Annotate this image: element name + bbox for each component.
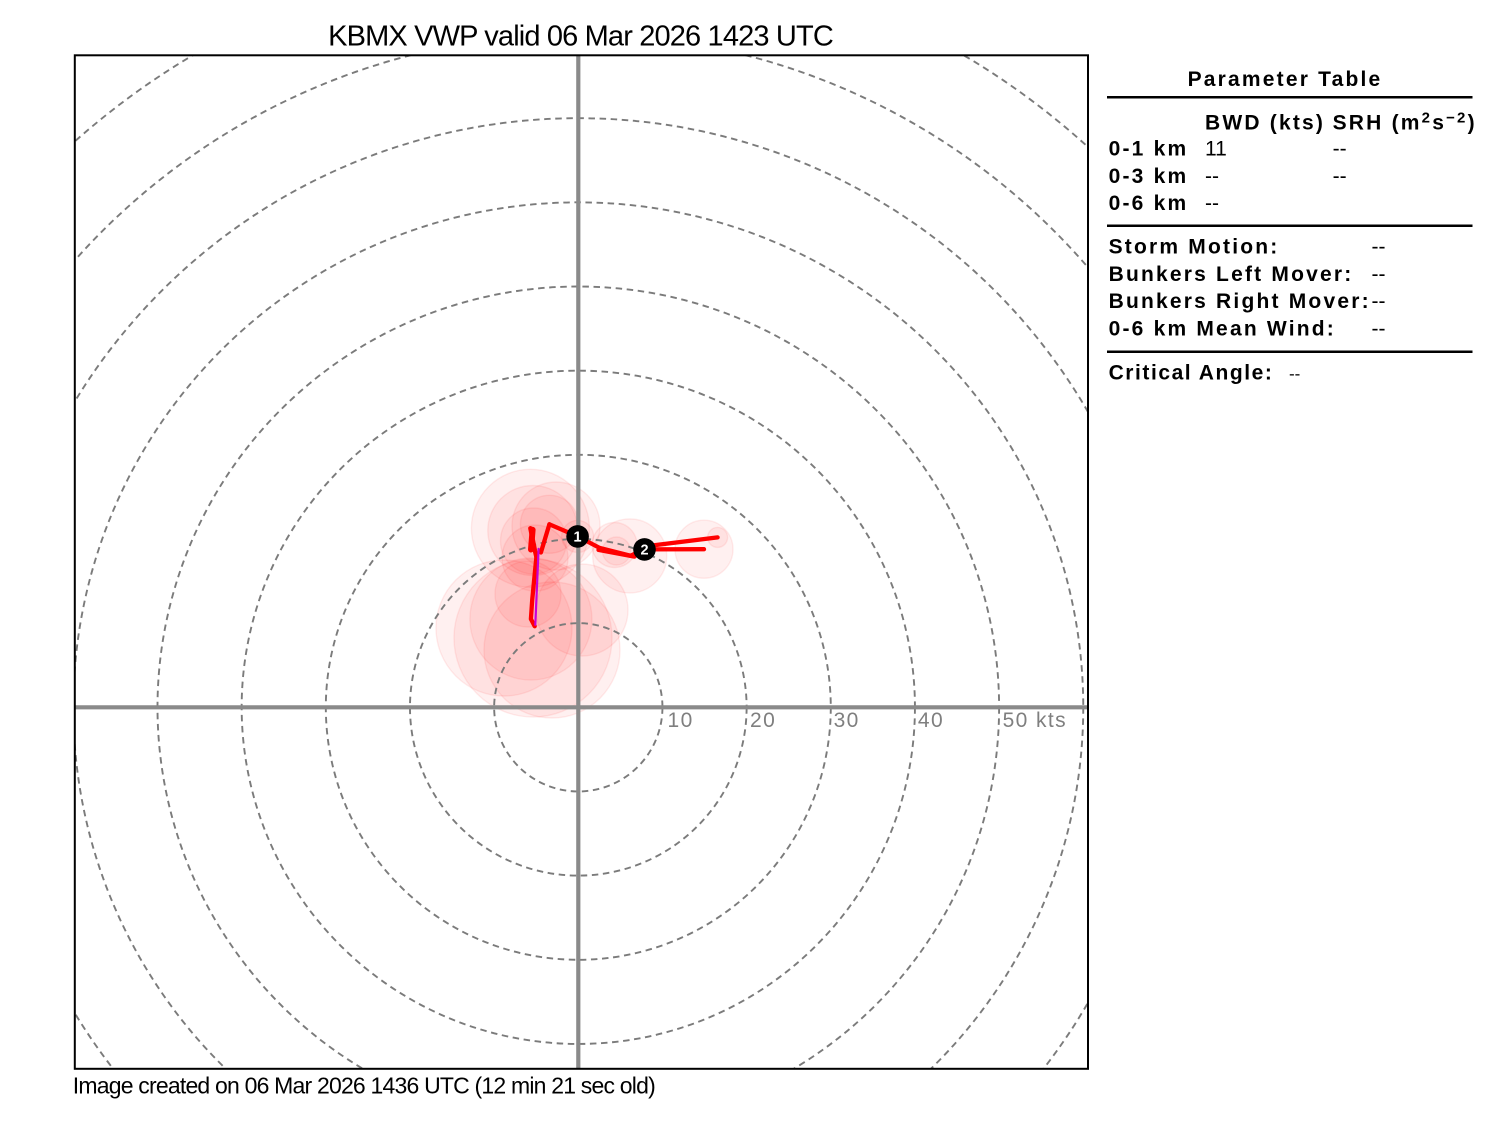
svg-text:2: 2 [640,543,648,559]
svg-text:0-1 km: 0-1 km [1109,138,1189,161]
svg-text:--: -- [1289,365,1300,384]
svg-text:BWD (kts): BWD (kts) [1205,111,1325,134]
svg-text:SRH (m2s−2): SRH (m2s−2) [1333,109,1477,134]
svg-text:40: 40 [918,709,944,732]
svg-text:20: 20 [750,709,776,732]
svg-text:1: 1 [574,530,582,546]
svg-text:Bunkers Left Mover:: Bunkers Left Mover: [1109,263,1354,286]
svg-text:--: -- [1372,290,1386,313]
svg-text:Critical Angle:: Critical Angle: [1109,362,1274,385]
svg-text:--: -- [1205,192,1219,215]
svg-text:Parameter Table: Parameter Table [1188,68,1383,91]
svg-text:0-3 km: 0-3 km [1109,165,1189,188]
svg-text:10: 10 [668,709,694,732]
svg-text:0-6 km Mean Wind:: 0-6 km Mean Wind: [1109,318,1336,341]
svg-text:--: -- [1333,165,1347,188]
svg-text:--: -- [1372,236,1386,259]
svg-text:--: -- [1372,263,1386,286]
svg-text:--: -- [1205,165,1219,188]
svg-text:11: 11 [1205,138,1227,161]
svg-text:Image created on 06 Mar 2026 1: Image created on 06 Mar 2026 1436 UTC (1… [73,1073,655,1099]
svg-text:KBMX VWP valid 06 Mar 2026 142: KBMX VWP valid 06 Mar 2026 1423 UTC [328,21,833,53]
svg-text:50 kts: 50 kts [1003,709,1067,732]
svg-text:--: -- [1333,138,1347,161]
svg-text:30: 30 [834,709,860,732]
svg-text:Bunkers Right Mover:: Bunkers Right Mover: [1109,290,1371,313]
svg-text:--: -- [1372,318,1386,341]
svg-text:0-6 km: 0-6 km [1109,192,1189,215]
svg-text:Storm Motion:: Storm Motion: [1109,236,1280,259]
